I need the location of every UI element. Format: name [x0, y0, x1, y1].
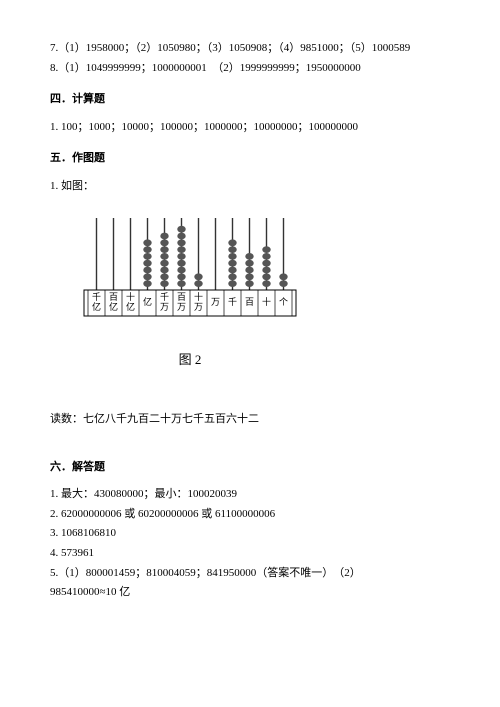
section-6-item: 1. 最大：430080000；最小：100020039 — [50, 486, 450, 504]
svg-text:万: 万 — [177, 302, 186, 312]
svg-text:千: 千 — [228, 297, 237, 307]
svg-text:十: 十 — [262, 296, 271, 307]
svg-text:亿: 亿 — [143, 296, 152, 307]
question-7: 7.（1）1958000；（2）1050980；（3）1050908；（4）98… — [50, 40, 450, 58]
svg-text:千: 千 — [160, 292, 169, 302]
section-4-item-1: 1. 100；1000；10000；100000；1000000；1000000… — [50, 119, 450, 137]
svg-text:百: 百 — [177, 292, 186, 302]
section-6-item: 3. 1068106810 — [50, 525, 450, 543]
abacus-caption: 图 2 — [80, 350, 300, 371]
svg-text:十: 十 — [194, 291, 203, 302]
question-8: 8.（1）1049999999；1000000001 （2）1999999999… — [50, 60, 450, 78]
abacus-figure: 千亿百亿十亿亿千万百万十万万千百十个 — [80, 214, 450, 341]
svg-text:十: 十 — [126, 291, 135, 302]
section-5-title: 五．作图题 — [50, 150, 450, 168]
svg-text:个: 个 — [279, 297, 288, 307]
svg-text:亿: 亿 — [109, 301, 118, 312]
svg-text:万: 万 — [160, 302, 169, 312]
svg-text:万: 万 — [211, 297, 220, 307]
section-4-title: 四．计算题 — [50, 91, 450, 109]
svg-text:百: 百 — [245, 297, 254, 307]
section-6-item: 2. 62000000006 或 60200000006 或 611000000… — [50, 506, 450, 524]
svg-text:万: 万 — [194, 302, 203, 312]
section-6-item: 5.（1）800001459；810004059；841950000（答案不唯一… — [50, 565, 450, 583]
svg-text:亿: 亿 — [126, 301, 135, 312]
section-6-item: 985410000≈10 亿 — [50, 584, 450, 602]
section-5-item-1: 1. 如图： — [50, 178, 450, 196]
reading-text: 读数：七亿八千九百二十万七千五百六十二 — [50, 411, 450, 429]
svg-text:千: 千 — [92, 292, 101, 302]
section-6-title: 六．解答题 — [50, 459, 450, 477]
svg-text:百: 百 — [109, 292, 118, 302]
svg-text:亿: 亿 — [92, 301, 101, 312]
section-6-item: 4. 573961 — [50, 545, 450, 563]
